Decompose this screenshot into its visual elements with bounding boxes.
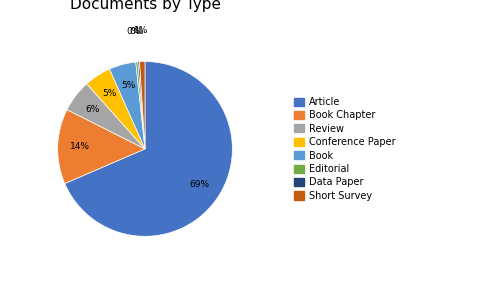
Wedge shape [136,62,145,149]
Wedge shape [67,84,145,149]
Legend: Article, Book Chapter, Review, Conference Paper, Book, Editorial, Data Paper, Sh: Article, Book Chapter, Review, Conferenc… [291,94,398,204]
Wedge shape [65,62,232,236]
Wedge shape [138,62,145,149]
Wedge shape [110,62,145,149]
Text: 5%: 5% [102,89,117,98]
Text: 5%: 5% [121,81,135,90]
Text: 0%: 0% [130,27,143,36]
Wedge shape [58,110,145,183]
Wedge shape [86,69,145,149]
Text: 0%: 0% [127,27,141,36]
Text: 6%: 6% [86,105,100,114]
Text: 69%: 69% [190,180,210,190]
Title: Documents by Type: Documents by Type [70,0,220,12]
Wedge shape [140,62,145,149]
Text: 14%: 14% [70,142,89,152]
Text: 1%: 1% [134,26,148,35]
